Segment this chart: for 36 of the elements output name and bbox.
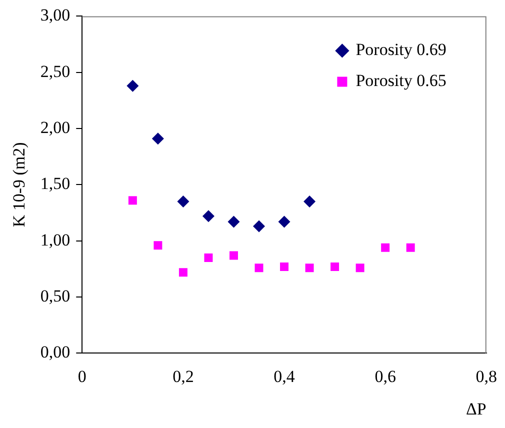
point [406, 243, 415, 252]
y-tick-label: 2,50 [40, 62, 70, 81]
y-tick-label: 1,00 [40, 230, 70, 250]
point [280, 262, 289, 271]
y-tick-label: 0,00 [40, 342, 70, 362]
y-axis-title: K 10-9 (m2) [10, 142, 29, 228]
point [254, 264, 264, 272]
y-tick-label: 2,00 [40, 118, 70, 137]
point [229, 251, 238, 260]
y-tick-label: 3,00 [40, 6, 70, 25]
legend-label: Porosity 0.69 [356, 40, 446, 60]
x-tick-label: 0,2 [172, 366, 194, 386]
x-tick-label: 0,4 [274, 366, 296, 386]
point [228, 216, 240, 228]
point [278, 216, 290, 228]
x-tick-label: 0,8 [476, 366, 497, 386]
point [152, 132, 164, 145]
y-tick-label: 1,50 [40, 174, 70, 194]
point [304, 196, 316, 208]
x-tick-label: 0,6 [374, 366, 396, 386]
point [126, 80, 139, 92]
point [381, 243, 390, 252]
point [253, 220, 265, 232]
point [154, 241, 162, 250]
point [178, 268, 188, 277]
x-axis-title: ΔP [466, 399, 486, 418]
x-tick-label: 0 [78, 366, 86, 386]
y-tick-label: 0,50 [40, 286, 70, 306]
point [128, 196, 137, 205]
point [330, 262, 340, 271]
legend-label: Porosity 0.65 [356, 71, 446, 90]
point [202, 210, 214, 222]
point [177, 196, 190, 208]
point [305, 264, 314, 272]
point [204, 253, 213, 262]
point [356, 264, 364, 272]
